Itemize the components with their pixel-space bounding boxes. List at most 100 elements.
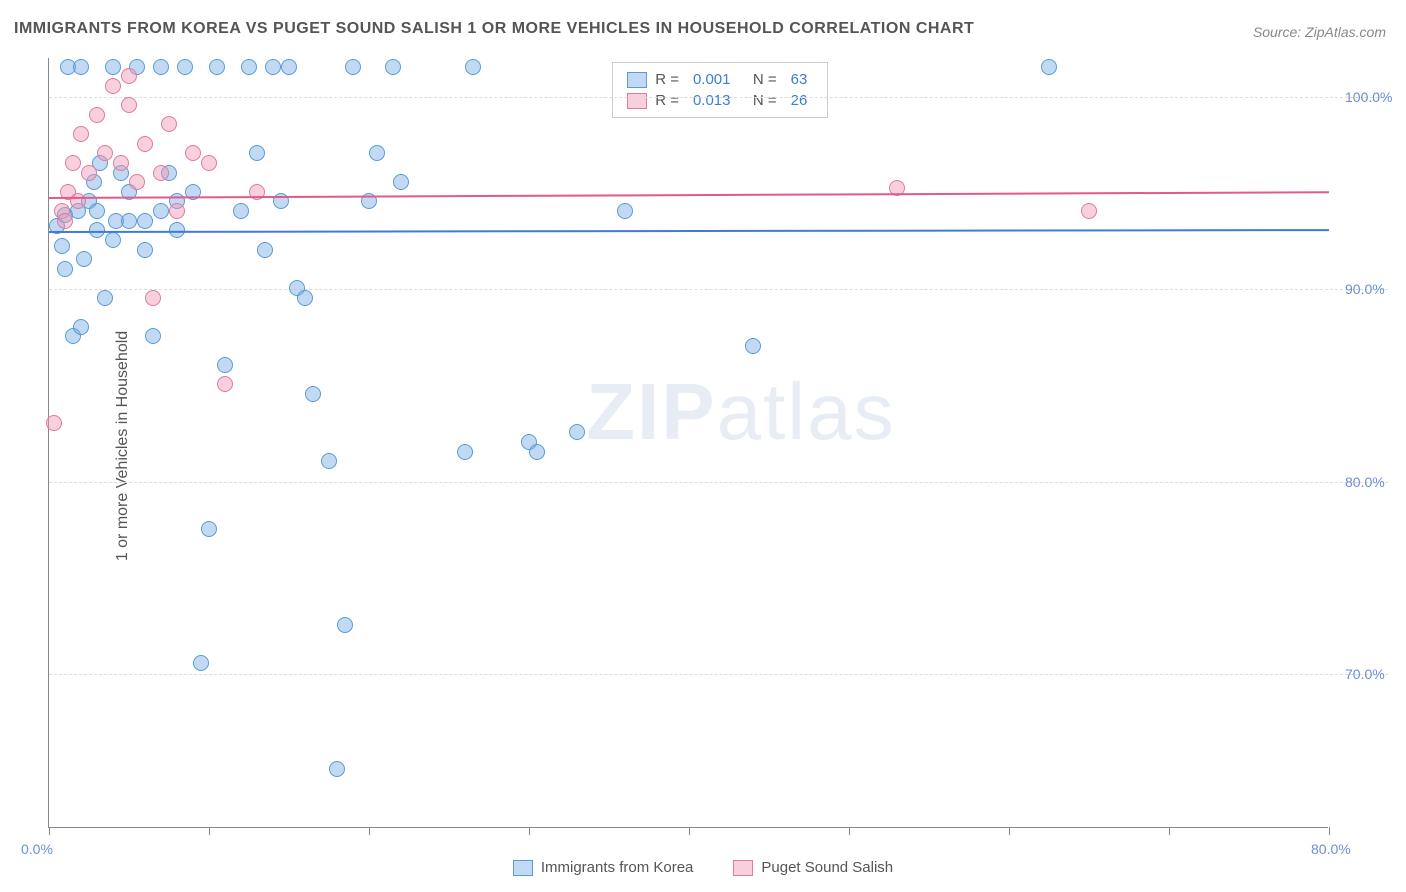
data-point: [305, 386, 321, 402]
legend-label: Immigrants from Korea: [541, 859, 694, 876]
data-point: [105, 59, 121, 75]
data-point: [345, 59, 361, 75]
data-point: [209, 59, 225, 75]
data-point: [129, 174, 145, 190]
stats-legend: R = 0.001 N = 63 R = 0.013 N = 26: [612, 62, 828, 118]
data-point: [89, 107, 105, 123]
data-point: [281, 59, 297, 75]
data-point: [153, 203, 169, 219]
data-point: [65, 155, 81, 171]
data-point: [321, 453, 337, 469]
x-tick-label: 0.0%: [21, 841, 53, 857]
watermark: ZIPatlas: [586, 366, 895, 458]
data-point: [121, 97, 137, 113]
regression-line: [49, 191, 1329, 199]
legend-swatch: [733, 860, 753, 876]
data-point: [73, 126, 89, 142]
data-point: [145, 290, 161, 306]
data-point: [745, 338, 761, 354]
legend-r-label: R =: [655, 92, 679, 109]
legend-swatch: [513, 860, 533, 876]
data-point: [113, 155, 129, 171]
chart-title: IMMIGRANTS FROM KOREA VS PUGET SOUND SAL…: [14, 20, 974, 38]
data-point: [161, 116, 177, 132]
x-tick: [689, 827, 690, 835]
data-point: [465, 59, 481, 75]
data-point: [617, 203, 633, 219]
data-point: [257, 242, 273, 258]
data-point: [1081, 203, 1097, 219]
data-point: [169, 203, 185, 219]
data-point: [217, 357, 233, 373]
x-tick: [1009, 827, 1010, 835]
data-point: [329, 761, 345, 777]
data-point: [137, 136, 153, 152]
data-point: [76, 251, 92, 267]
gridline: [49, 674, 1388, 675]
legend-n-label: N =: [745, 92, 777, 109]
data-point: [337, 617, 353, 633]
data-point: [201, 155, 217, 171]
data-point: [46, 415, 62, 431]
bottom-legend-item: Immigrants from Korea: [513, 859, 694, 876]
x-tick-label: 80.0%: [1311, 841, 1351, 857]
data-point: [137, 213, 153, 229]
x-tick: [369, 827, 370, 835]
legend-swatch: [627, 93, 647, 109]
x-tick: [849, 827, 850, 835]
legend-r-label: R =: [655, 71, 679, 88]
data-point: [57, 261, 73, 277]
data-point: [81, 165, 97, 181]
legend-row: R = 0.001 N = 63: [627, 69, 813, 90]
source-label: Source: ZipAtlas.com: [1253, 24, 1386, 40]
plot-area: ZIPatlas R =0.001 N =63R =0.013 N =26 70…: [48, 58, 1328, 828]
legend-r-value: 0.013: [693, 92, 731, 109]
legend-r-value: 0.001: [693, 71, 731, 88]
data-point: [57, 213, 73, 229]
data-point: [297, 290, 313, 306]
legend-n-label: N =: [745, 71, 777, 88]
regression-line: [49, 229, 1329, 233]
data-point: [217, 376, 233, 392]
gridline: [49, 97, 1388, 98]
data-point: [105, 232, 121, 248]
bottom-legend-item: Puget Sound Salish: [733, 859, 893, 876]
data-point: [369, 145, 385, 161]
data-point: [569, 424, 585, 440]
data-point: [457, 444, 473, 460]
data-point: [249, 145, 265, 161]
data-point: [73, 319, 89, 335]
legend-n-value: 63: [791, 71, 808, 88]
data-point: [97, 145, 113, 161]
x-tick: [529, 827, 530, 835]
x-tick: [1169, 827, 1170, 835]
legend-label: Puget Sound Salish: [761, 859, 893, 876]
data-point: [121, 68, 137, 84]
data-point: [201, 521, 217, 537]
data-point: [70, 193, 86, 209]
x-tick: [1329, 827, 1330, 835]
data-point: [105, 78, 121, 94]
data-point: [393, 174, 409, 190]
data-point: [185, 145, 201, 161]
data-point: [177, 59, 193, 75]
legend-n-value: 26: [791, 92, 808, 109]
data-point: [121, 213, 137, 229]
data-point: [193, 655, 209, 671]
data-point: [385, 59, 401, 75]
legend-swatch: [627, 72, 647, 88]
correlation-chart: IMMIGRANTS FROM KOREA VS PUGET SOUND SAL…: [0, 0, 1406, 892]
data-point: [241, 59, 257, 75]
data-point: [145, 328, 161, 344]
data-point: [73, 59, 89, 75]
x-tick: [209, 827, 210, 835]
x-tick: [49, 827, 50, 835]
data-point: [233, 203, 249, 219]
data-point: [529, 444, 545, 460]
data-point: [97, 290, 113, 306]
data-point: [153, 59, 169, 75]
gridline: [49, 482, 1388, 483]
gridline: [49, 289, 1388, 290]
data-point: [265, 59, 281, 75]
legend-row: R = 0.013 N = 26: [627, 90, 813, 111]
